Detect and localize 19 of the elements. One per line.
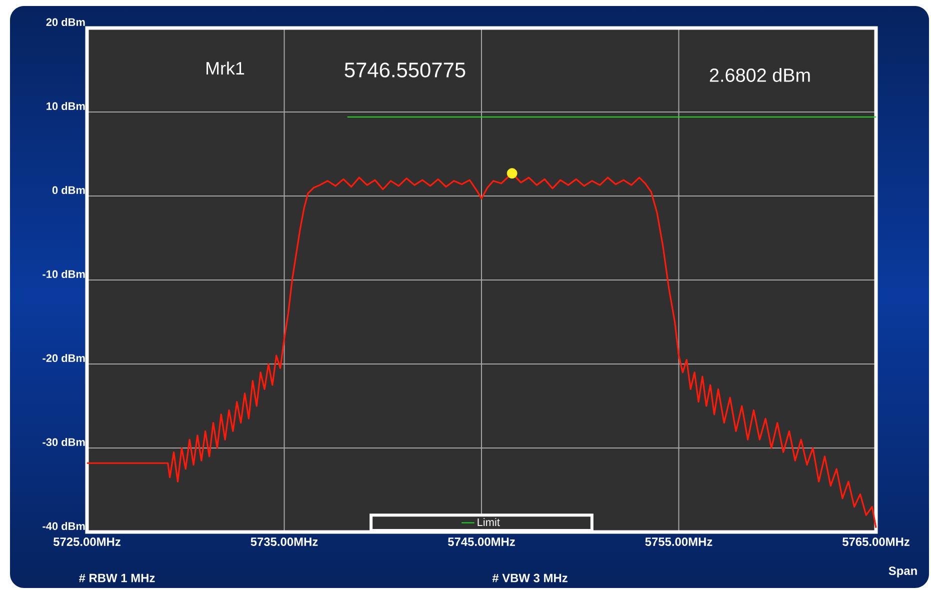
y-tick-label: -10 dBm — [42, 270, 85, 278]
y-tick-label: 0 dBm — [52, 186, 85, 194]
text: Span — [888, 566, 917, 578]
text: # VBW 3 MHz — [492, 574, 568, 582]
annotation: 2.6802 dBm — [710, 68, 810, 82]
x-tick-label: 5765.00MHz — [842, 538, 910, 546]
y-tick-label: 10 dBm — [46, 102, 85, 110]
annotation: Mrk1 — [206, 61, 244, 74]
x-tick-label: 5725.00MHz — [53, 538, 120, 546]
x-tick-label: 5735.00MHz — [250, 538, 318, 546]
text: # RBW 1 MHz — [79, 574, 155, 582]
annotation: 5746.550775 — [344, 62, 466, 78]
x-tick-label: 5755.00MHz — [645, 538, 712, 546]
y-tick-label: 20 dBm — [46, 18, 85, 26]
legend-label: Limit — [478, 518, 500, 526]
x-tick-label: 5745.00MHz — [448, 538, 515, 546]
y-tick-label: -40 dBm — [42, 522, 85, 530]
y-tick-label: -30 dBm — [42, 438, 85, 446]
y-tick-label: -20 dBm — [42, 354, 85, 362]
